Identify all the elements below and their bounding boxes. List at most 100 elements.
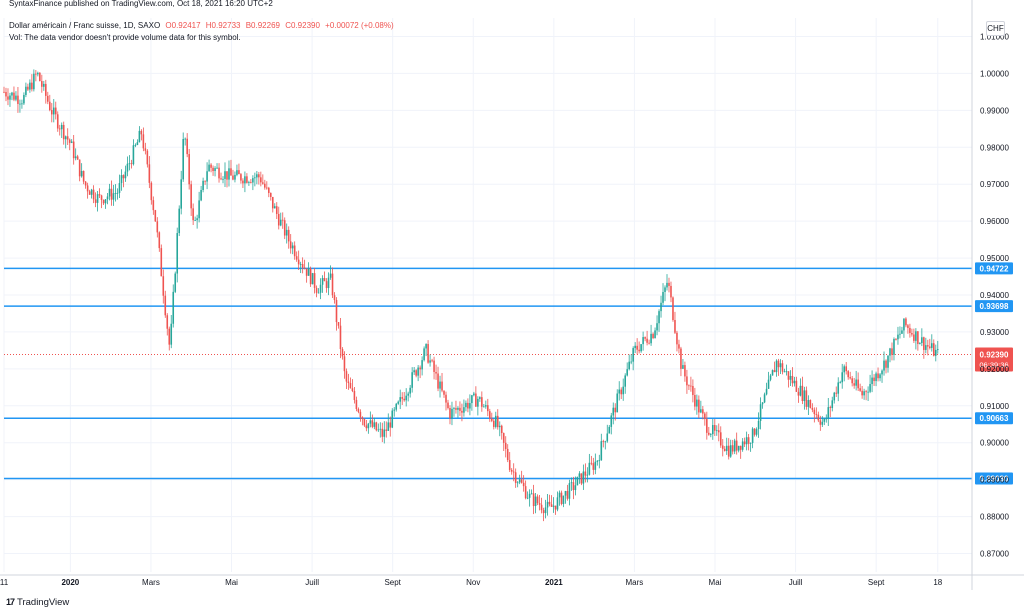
candle-body	[365, 425, 368, 429]
candle-body	[869, 384, 871, 392]
candle-body	[393, 409, 396, 411]
candle-body	[755, 429, 758, 435]
candle-body	[283, 220, 286, 236]
candle-body	[152, 200, 155, 211]
candle-body	[425, 344, 427, 349]
candle-body	[305, 268, 308, 276]
candle-body	[821, 421, 824, 425]
candle-body	[717, 430, 720, 433]
candle-body	[540, 504, 543, 511]
candle-body	[361, 417, 364, 419]
candle-body	[27, 86, 29, 90]
candle-body	[363, 418, 366, 426]
candle-body	[128, 163, 131, 165]
candle-body	[528, 493, 531, 498]
y-tick-label: 0.99000	[980, 106, 1009, 115]
candle-body	[558, 492, 561, 498]
candle-body	[602, 441, 605, 442]
candle-body	[323, 278, 326, 282]
x-tick-label: 11	[0, 578, 9, 587]
candle-body	[903, 318, 905, 331]
candle-body	[936, 349, 939, 350]
candle-body	[325, 281, 328, 289]
candle-body	[403, 398, 405, 401]
candle-body	[29, 82, 31, 90]
candle-body	[873, 377, 875, 382]
candle-body	[867, 391, 869, 393]
candle-body	[279, 219, 282, 226]
candle-body	[23, 94, 25, 104]
candle-body	[337, 322, 340, 326]
candle-body	[210, 164, 212, 168]
candle-body	[923, 337, 925, 350]
candle-body	[925, 345, 927, 350]
horizontal-levels[interactable]: 0.94722 0.93698 0.90663 0.89030	[4, 262, 1013, 485]
candle-body	[427, 344, 429, 363]
candle-body	[192, 208, 194, 221]
candle-body	[793, 380, 796, 384]
candle-body	[435, 371, 437, 374]
candle-body	[932, 343, 935, 356]
candle-body	[441, 381, 443, 391]
candle-body	[580, 473, 583, 484]
y-tick-label: 0.94000	[980, 291, 1009, 300]
candle-body	[311, 273, 314, 285]
candle-body	[212, 167, 214, 172]
candle-body	[512, 471, 515, 473]
candle-body	[759, 404, 762, 421]
candle-body	[626, 369, 628, 376]
candle-body	[47, 95, 49, 102]
candle-body	[389, 422, 392, 428]
candle-body	[387, 422, 390, 431]
candle-body	[520, 479, 523, 483]
candle-body	[919, 343, 921, 344]
candle-body	[588, 462, 591, 475]
candle-body	[11, 92, 13, 96]
y-tick-label: 0.87000	[980, 550, 1009, 559]
last-price-tag	[975, 347, 1013, 372]
candle-body	[863, 391, 865, 396]
candle-body	[885, 360, 887, 368]
candle-body	[134, 144, 137, 146]
candle-body	[837, 382, 840, 394]
candle-body	[180, 179, 182, 209]
candle-body	[258, 174, 260, 178]
candle-body	[849, 377, 851, 379]
candle-body	[650, 333, 652, 344]
candle-body	[524, 486, 527, 499]
candle-body	[443, 390, 445, 395]
candle-body	[335, 300, 338, 323]
candle-body	[455, 408, 457, 410]
candle-body	[735, 440, 738, 451]
candle-body	[353, 391, 356, 400]
candle-body	[317, 292, 320, 294]
candle-body	[506, 448, 509, 461]
tradingview-logo[interactable]: 17 TradingView	[6, 597, 69, 608]
candle-body	[654, 330, 656, 339]
candle-body	[827, 407, 830, 419]
candle-body	[897, 334, 899, 340]
candle-body	[202, 180, 204, 190]
candle-body	[610, 415, 613, 427]
candle-body	[349, 383, 352, 389]
candle-body	[132, 145, 135, 165]
candle-body	[150, 182, 153, 201]
candle-body	[15, 95, 17, 100]
candle-body	[745, 437, 748, 445]
candle-body	[7, 96, 9, 100]
candle-body	[196, 218, 198, 221]
candle-body	[421, 360, 423, 370]
candle-body	[815, 414, 818, 415]
candle-body	[271, 196, 274, 209]
candle-body	[785, 371, 788, 373]
legend-open: O0.92417	[165, 21, 201, 30]
candle-body	[275, 206, 278, 214]
candle-body	[377, 429, 380, 431]
currency-button[interactable]: CHF	[986, 21, 1005, 36]
candle-body	[853, 383, 855, 386]
y-tick-label: 0.91000	[980, 402, 1009, 411]
candle-body	[220, 178, 222, 180]
candle-body	[74, 156, 77, 159]
